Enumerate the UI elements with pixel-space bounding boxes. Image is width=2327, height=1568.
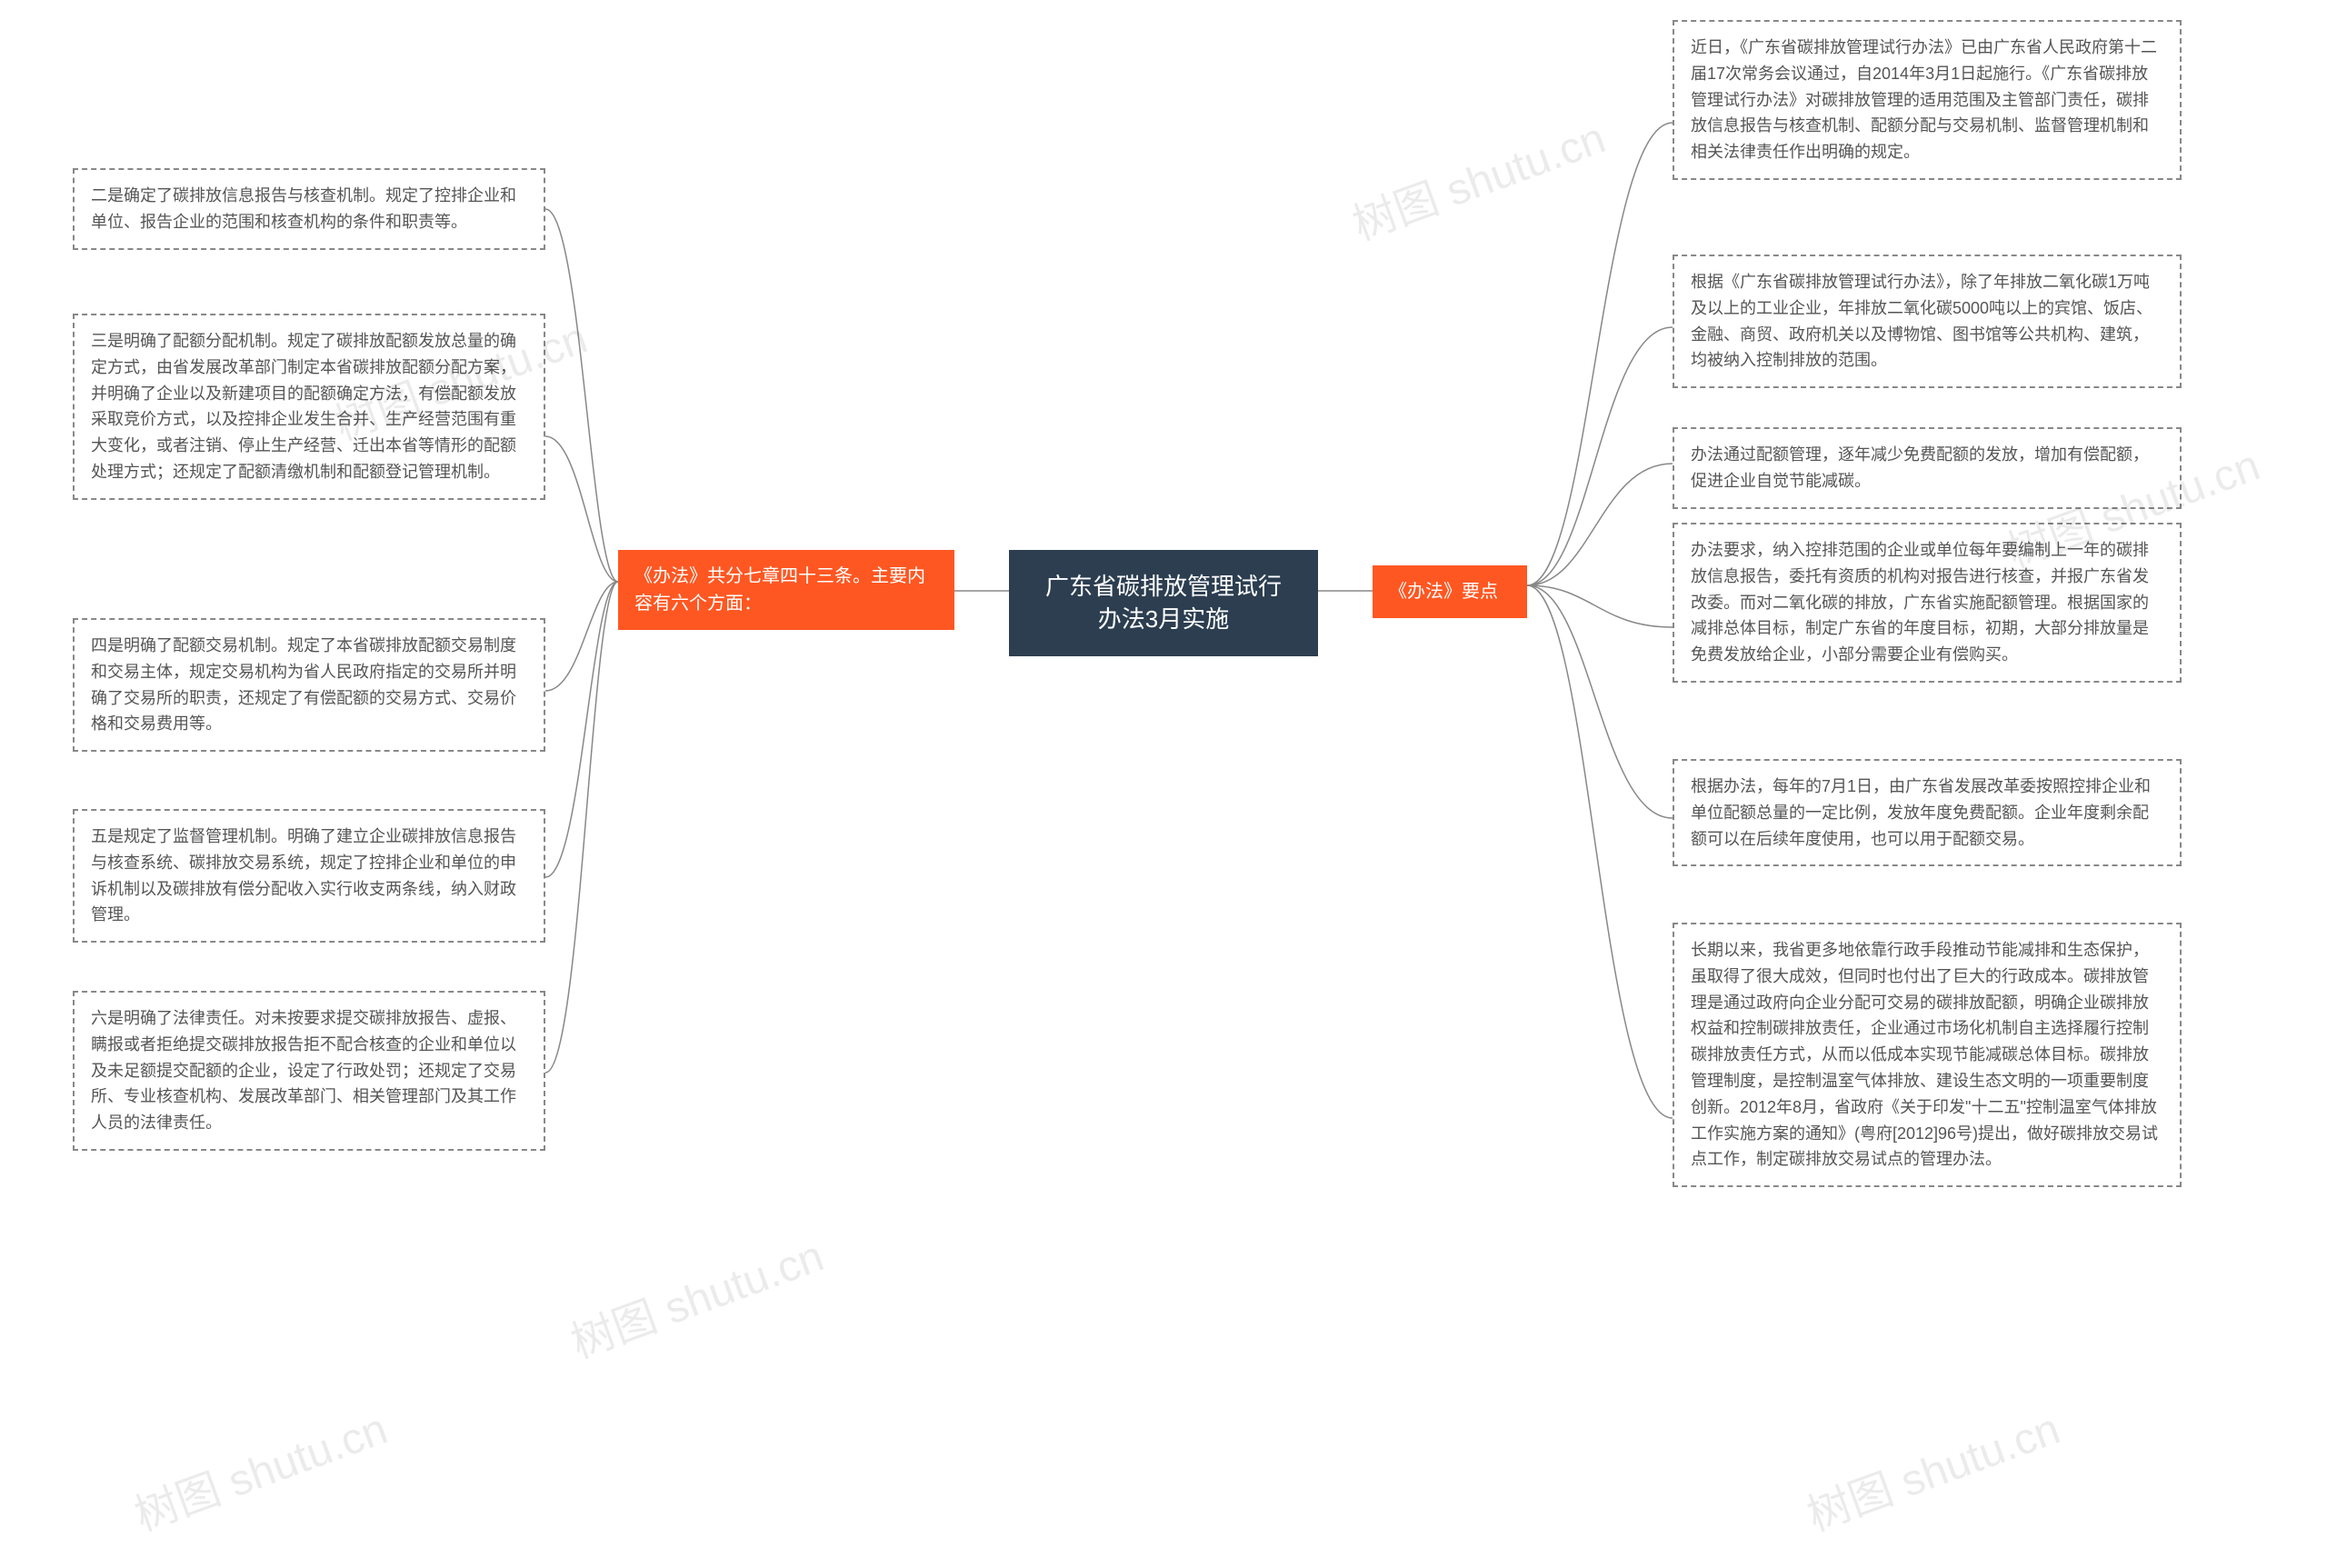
connector	[1527, 585, 1673, 627]
connector	[1527, 327, 1673, 585]
right-leaf-1: 根据《广东省碳排放管理试行办法》，除了年排放二氧化碳1万吨及以上的工业企业，年排…	[1673, 255, 2182, 388]
connector	[545, 582, 618, 877]
connector	[1527, 585, 1673, 818]
left-leaf-3: 五是规定了监督管理机制。明确了建立企业碳排放信息报告与核查系统、碳排放交易系统，…	[73, 809, 545, 943]
right-leaf-0: 近日，《广东省碳排放管理试行办法》已由广东省人民政府第十二届17次常务会议通过，…	[1673, 20, 2182, 180]
left-leaf-1: 三是明确了配额分配机制。规定了碳排放配额发放总量的确定方式，由省发展改革部门制定…	[73, 314, 545, 500]
connector	[1527, 464, 1673, 585]
right-leaf-5: 长期以来，我省更多地依靠行政手段推动节能减排和生态保护，虽取得了很大成效，但同时…	[1673, 923, 2182, 1187]
left-leaf-0: 二是确定了碳排放信息报告与核查机制。规定了控排企业和单位、报告企业的范围和核查机…	[73, 168, 545, 250]
connector	[545, 209, 618, 582]
watermark: 树图 shutu.cn	[1343, 102, 1613, 252]
center-node: 广东省碳排放管理试行办法3月实施	[1009, 550, 1318, 656]
branch-right: 《办法》要点	[1373, 565, 1527, 618]
connector	[545, 582, 618, 691]
watermark: 树图 shutu.cn	[561, 1220, 831, 1370]
connector	[1527, 123, 1673, 585]
connector	[545, 436, 618, 582]
connector	[545, 582, 618, 1073]
right-leaf-3: 办法要求，纳入控排范围的企业或单位每年要编制上一年的碳排放信息报告，委托有资质的…	[1673, 523, 2182, 683]
right-leaf-2: 办法通过配额管理，逐年减少免费配额的发放，增加有偿配额，促进企业自觉节能减碳。	[1673, 427, 2182, 509]
connector	[1527, 585, 1673, 1118]
left-leaf-4: 六是明确了法律责任。对未按要求提交碳排放报告、虚报、瞒报或者拒绝提交碳排放报告拒…	[73, 991, 545, 1151]
watermark: 树图 shutu.cn	[1797, 1393, 2067, 1543]
watermark: 树图 shutu.cn	[125, 1393, 394, 1543]
right-leaf-4: 根据办法，每年的7月1日，由广东省发展改革委按照控排企业和单位配额总量的一定比例…	[1673, 759, 2182, 866]
branch-left: 《办法》共分七章四十三条。主要内容有六个方面：	[618, 550, 954, 630]
left-leaf-2: 四是明确了配额交易机制。规定了本省碳排放配额交易制度和交易主体，规定交易机构为省…	[73, 618, 545, 752]
